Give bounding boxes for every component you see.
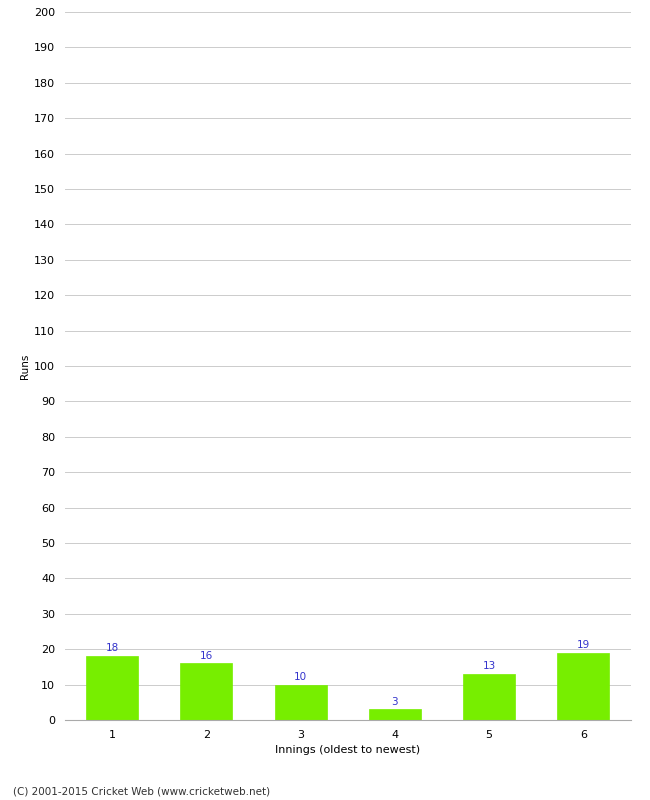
Y-axis label: Runs: Runs <box>20 354 30 378</box>
Text: 19: 19 <box>577 640 590 650</box>
Text: 18: 18 <box>105 643 119 654</box>
Bar <box>369 710 421 720</box>
X-axis label: Innings (oldest to newest): Innings (oldest to newest) <box>275 746 421 755</box>
Bar <box>181 663 232 720</box>
Text: 10: 10 <box>294 672 307 682</box>
Bar <box>463 674 515 720</box>
Text: 16: 16 <box>200 650 213 661</box>
Bar <box>86 656 138 720</box>
Bar <box>558 653 609 720</box>
Text: 13: 13 <box>482 661 496 671</box>
Text: (C) 2001-2015 Cricket Web (www.cricketweb.net): (C) 2001-2015 Cricket Web (www.cricketwe… <box>13 786 270 796</box>
Bar <box>275 685 326 720</box>
Text: 3: 3 <box>391 697 398 706</box>
